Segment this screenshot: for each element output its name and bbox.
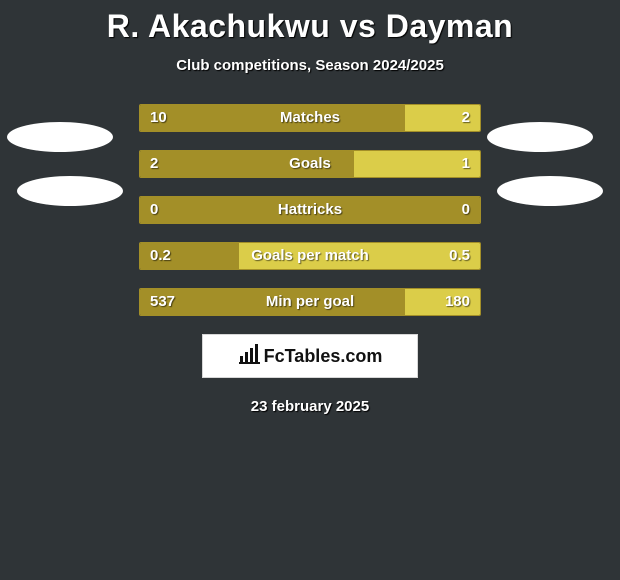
date-line: 23 february 2025 <box>0 398 620 415</box>
comparison-chart: R. Akachukwu vs Dayman Club competitions… <box>0 0 620 580</box>
page-title: R. Akachukwu vs Dayman <box>0 0 620 45</box>
stat-row: 21Goals <box>0 150 620 178</box>
page-subtitle: Club competitions, Season 2024/2025 <box>0 57 620 74</box>
player-avatar-placeholder <box>497 176 603 206</box>
chart-icon <box>238 344 260 369</box>
stat-row: 537180Min per goal <box>0 288 620 316</box>
stat-label: Min per goal <box>139 288 481 316</box>
stat-row: 0.20.5Goals per match <box>0 242 620 270</box>
source-badge: FcTables.com <box>202 334 418 378</box>
player-avatar-placeholder <box>17 176 123 206</box>
stat-label: Matches <box>139 104 481 132</box>
stat-label: Hattricks <box>139 196 481 224</box>
player-avatar-placeholder <box>7 122 113 152</box>
stat-label: Goals per match <box>139 242 481 270</box>
source-badge-text: FcTables.com <box>264 346 383 367</box>
player-avatar-placeholder <box>487 122 593 152</box>
stat-label: Goals <box>139 150 481 178</box>
